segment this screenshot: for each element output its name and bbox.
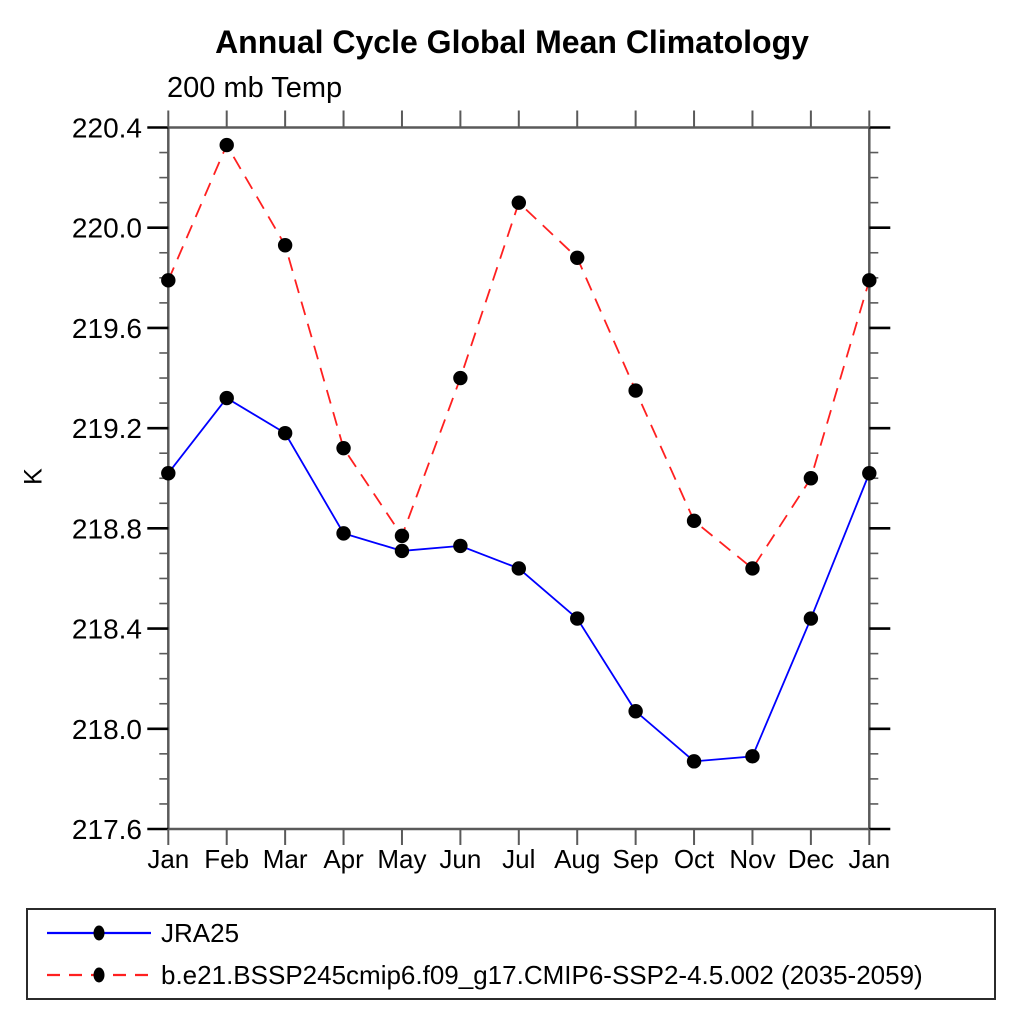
plot-frame: [167, 126, 871, 831]
y-tick-label: 219.2: [72, 413, 142, 444]
x-tick-label: Nov: [729, 844, 775, 874]
chart-title: Annual Cycle Global Mean Climatology: [215, 24, 809, 60]
legend-item-model: b.e21.BSSP245cmip6.f09_g17.CMIP6-SSP2-4.…: [45, 954, 994, 996]
data-point-marker: [336, 440, 351, 456]
x-tick-label: Mar: [263, 844, 308, 874]
data-point-marker: [628, 383, 643, 398]
data-point-marker: [862, 466, 877, 481]
y-tick-label: 220.4: [72, 113, 142, 144]
data-point-marker: [570, 250, 585, 265]
x-tick-label: Jan: [147, 844, 189, 874]
y-tick-label: 219.6: [72, 313, 142, 344]
y-tick-label: 218.4: [72, 614, 142, 645]
legend-item-jra25: JRA25: [45, 912, 994, 954]
x-tick-label: Sep: [613, 844, 659, 874]
data-point-marker: [686, 513, 702, 529]
data-point-marker: [803, 471, 819, 486]
data-point-marker: [336, 526, 351, 541]
data-point-marker: [803, 611, 819, 626]
data-point-marker: [745, 749, 760, 764]
x-tick-label: Feb: [204, 844, 249, 874]
data-point-marker: [511, 561, 526, 576]
legend-marker-dot: [93, 967, 105, 983]
data-point-marker: [686, 754, 702, 769]
data-point-marker: [394, 528, 410, 544]
data-point-marker: [161, 466, 176, 481]
data-point-marker: [277, 238, 293, 253]
x-tick-label: Oct: [674, 844, 715, 874]
x-tick-label: Apr: [323, 844, 364, 874]
x-tick-label: Jul: [502, 844, 535, 874]
data-point-marker: [219, 137, 234, 153]
legend-sample-dashed-line: [47, 967, 151, 983]
y-tick-label: 218.8: [72, 513, 142, 544]
legend: JRA25 b.e21.BSSP245cmip6.f09_g17.CMIP6-S…: [26, 908, 996, 1000]
x-tick-label: May: [377, 844, 426, 874]
data-point-marker: [745, 561, 760, 576]
y-tick-label: 217.6: [72, 814, 142, 845]
data-point-marker: [394, 543, 410, 559]
data-point-marker: [862, 273, 877, 288]
x-tick-label: Dec: [788, 844, 834, 874]
x-tick-label: Aug: [554, 844, 600, 874]
data-point-marker: [219, 390, 234, 406]
data-point-marker: [628, 704, 643, 719]
data-point-marker: [453, 538, 468, 554]
legend-label-jra25: JRA25: [161, 917, 240, 948]
legend-marker-dot: [93, 925, 105, 941]
data-point-marker: [161, 273, 176, 288]
chart-subtitle: 200 mb Temp: [167, 72, 343, 104]
data-point-marker: [511, 195, 526, 210]
series-line-jra25: [167, 396, 871, 763]
data-point-marker: [453, 370, 468, 386]
x-tick-label: Jun: [439, 844, 481, 874]
y-tick-label: 220.0: [72, 213, 142, 244]
x-tick-label: Jan: [848, 844, 890, 874]
y-tick-label: 218.0: [72, 714, 142, 745]
data-point-marker: [570, 611, 585, 626]
legend-label-model: b.e21.BSSP245cmip6.f09_g17.CMIP6-SSP2-4.…: [161, 959, 923, 990]
data-point-marker: [277, 425, 293, 441]
legend-sample-solid-line: [47, 925, 151, 941]
